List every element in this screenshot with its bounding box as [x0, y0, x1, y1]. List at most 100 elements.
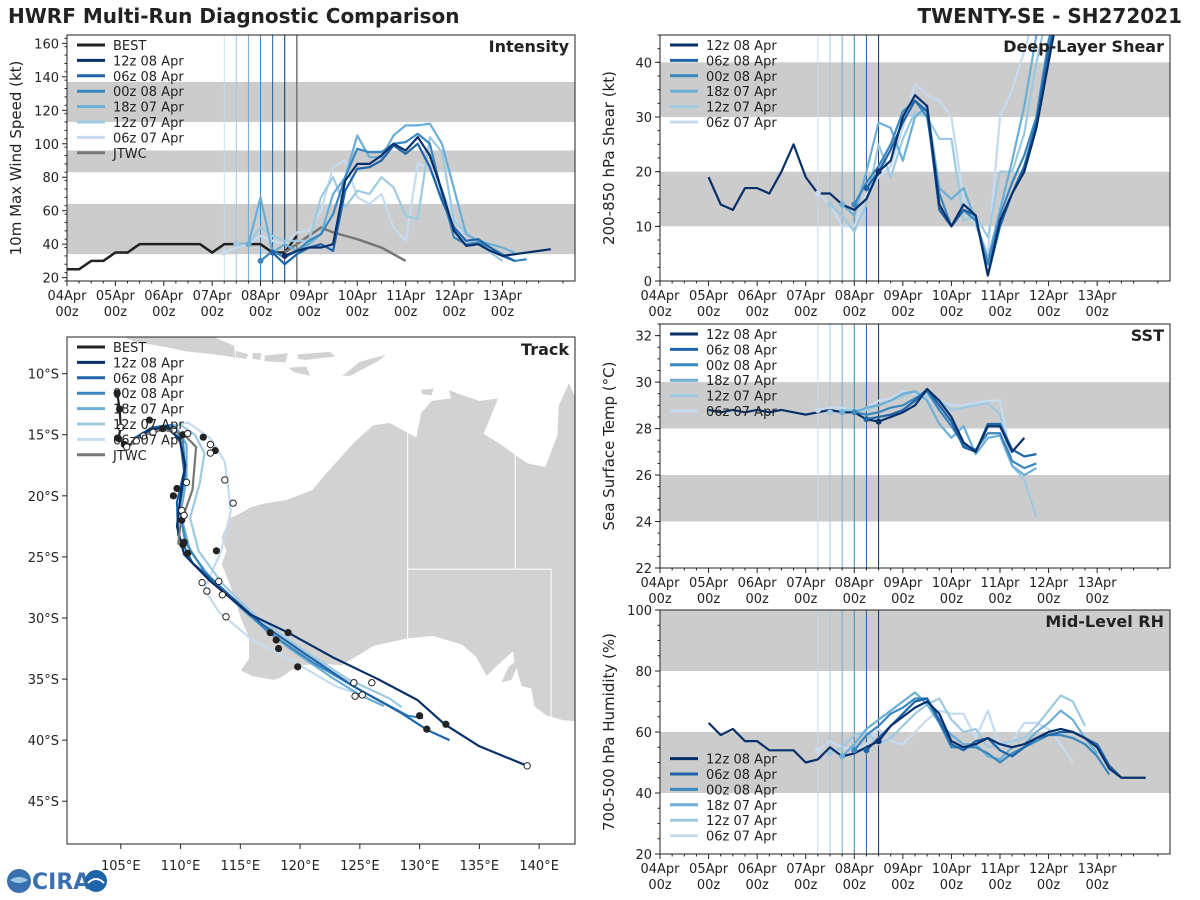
shear-series-group [707, 35, 1055, 277]
sst-panel: 22242628303204Apr00z05Apr00z06Apr00z07Ap… [600, 323, 1171, 607]
track-xtick-label: 125°E [340, 859, 380, 874]
shear-xtick-label: 00z [648, 305, 672, 320]
rh-xtick-label: 13Apr [1078, 862, 1118, 877]
sst-xtick-label: 11Apr [980, 576, 1020, 591]
intensity-xtick-label: 13Apr [483, 289, 523, 304]
track-point-filled [113, 389, 121, 397]
track-point-filled [274, 644, 283, 653]
track-point-open [350, 679, 358, 687]
rh-series-line [853, 697, 1111, 776]
sst-xtick-label: 00z [940, 592, 964, 607]
rh-series-group [707, 691, 1146, 779]
intensity-xtick-label: 10Apr [338, 289, 378, 304]
shear-xtick-label: 10Apr [932, 289, 972, 304]
shear-init-point [814, 190, 821, 197]
shear-xtick-label: 05Apr [689, 289, 729, 304]
rh-legend-label: 06z 08 Apr [706, 768, 777, 783]
intensity-init-point [233, 241, 240, 248]
shear-init-point [839, 201, 846, 208]
shear-ytick-label: 0 [644, 275, 652, 290]
sst-xtick-label: 00z [745, 592, 769, 607]
track-ytick-label: 25°S [28, 551, 59, 566]
intensity-series-line [247, 122, 515, 254]
sst-ylabel: Sea Surface Temp (°C) [600, 361, 618, 530]
shear-xtick-label: 04Apr [640, 289, 680, 304]
sst-xtick-label: 00z [891, 592, 915, 607]
track-point-filled [294, 663, 302, 671]
sst-init-point [814, 406, 821, 413]
shear-xtick-label: 11Apr [980, 289, 1020, 304]
rh-ytick-label: 60 [635, 726, 652, 741]
track-point-open [368, 679, 376, 687]
track-point-open [123, 443, 131, 451]
track-point-filled [442, 720, 450, 728]
intensity-ytick-label: 160 [34, 37, 59, 52]
track-xtick-label: 105°E [101, 859, 141, 874]
sst-ytick-label: 32 [635, 330, 652, 345]
track-point-open [169, 426, 178, 434]
shear-legend-label: 12z 07 Apr [706, 101, 777, 116]
intensity-best-line [67, 235, 298, 271]
rh-init-point [814, 747, 821, 754]
shear-xtick-label: 06Apr [738, 289, 778, 304]
intensity-xtick-label: 00z [346, 305, 370, 320]
sst-legend-label: 18z 07 Apr [706, 374, 777, 389]
sst-xtick-label: 07Apr [786, 576, 826, 591]
rh-xtick-label: 07Apr [786, 862, 826, 877]
intensity-ytick-label: 120 [34, 104, 59, 119]
island [341, 353, 388, 377]
rh-xtick-label: 05Apr [689, 862, 729, 877]
rh-init-point [863, 747, 870, 754]
shear-legend-label: 06z 07 Apr [706, 116, 777, 131]
island [263, 352, 289, 363]
shear-xtick-label: 00z [940, 305, 964, 320]
track-series-line [141, 423, 403, 709]
track-point-open [184, 429, 192, 438]
rh-series-line [841, 691, 1099, 761]
rh-xtick-label: 04Apr [640, 862, 680, 877]
storm-id: TWENTY-SE - SH272021 [917, 4, 1182, 28]
track-point-filled [423, 725, 431, 733]
shear-xtick-label: 00z [745, 305, 769, 320]
shear-series-line [829, 35, 1044, 239]
sst-xtick-label: 10Apr [932, 576, 972, 591]
intensity-legend-label: 18z 07 Apr [113, 101, 184, 116]
rh-xtick-label: 12Apr [1029, 862, 1069, 877]
track-xtick-label: 135°E [460, 859, 500, 874]
track-legend-label: 12z 07 Apr [113, 418, 184, 433]
sst-legend-label: 00z 08 Apr [706, 359, 777, 374]
shear-legend-label: 18z 07 Apr [706, 85, 777, 100]
island [297, 351, 337, 361]
track-point-open [222, 613, 230, 621]
intensity-xtick-label: 00z [200, 305, 224, 320]
track-point-filled [199, 433, 207, 441]
rh-xtick-label: 00z [988, 878, 1012, 893]
sst-legend-label: 12z 07 Apr [706, 390, 777, 405]
sst-xtick-label: 00z [794, 592, 818, 607]
track-xtick-label: 110°E [161, 859, 201, 874]
intensity-ylabel: 10m Max Wind Speed (kt) [7, 61, 25, 256]
intensity-legend-label: 06z 07 Apr [113, 131, 184, 146]
shear-series-line [841, 35, 1038, 261]
intensity-init-point [281, 252, 288, 259]
sst-xtick-label: 00z [1037, 592, 1061, 607]
intensity-xtick-label: 12Apr [435, 289, 475, 304]
sst-xtick-label: 00z [988, 592, 1012, 607]
intensity-title: Intensity [489, 37, 570, 56]
track-frame [66, 336, 576, 845]
track-point-open [149, 428, 157, 436]
intensity-jtwc-line [284, 226, 407, 263]
rh-init-point [851, 747, 858, 754]
island [287, 366, 312, 377]
rh-legend-label: 12z 08 Apr [706, 753, 777, 768]
intensity-ytick-label: 140 [34, 71, 59, 86]
shear-shade-band [660, 62, 1170, 117]
intensity-init-point [269, 249, 276, 256]
island [235, 350, 250, 360]
sst-xtick-label: 06Apr [738, 576, 778, 591]
track-point-open [358, 691, 366, 699]
track-ytick-label: 45°S [28, 795, 59, 810]
